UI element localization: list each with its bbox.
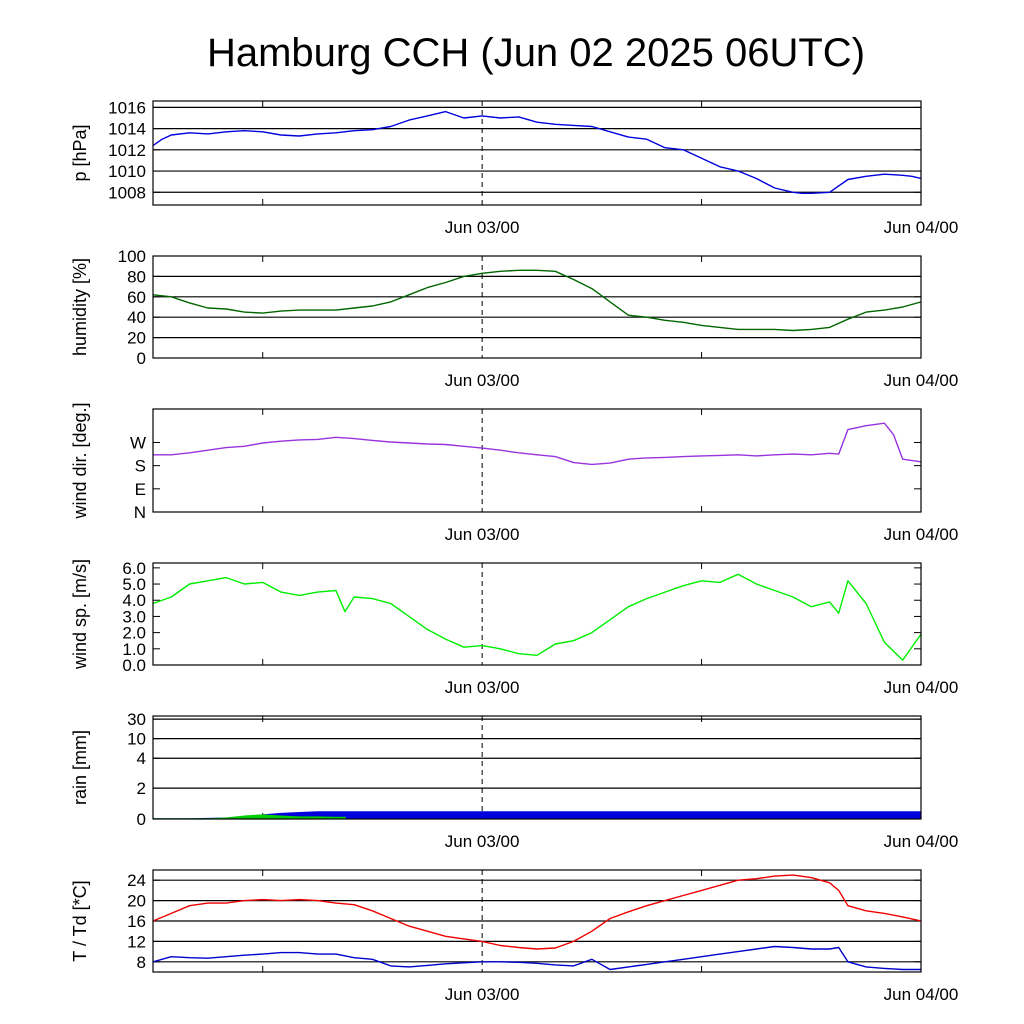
y-tick-label: 4 — [137, 749, 146, 768]
x-tick-label: Jun 03/00 — [445, 985, 520, 1004]
panel-pressure: 1008 1010 1012 1014 1016 Jun 03/00 Jun 04/00 p … — [70, 98, 958, 237]
x-tick-label: Jun 03/00 — [445, 832, 520, 851]
data-line-0 — [153, 573, 921, 661]
x-tick-label: Jun 04/00 — [884, 218, 959, 237]
y-tick-label: 80 — [127, 267, 146, 286]
rain-series-1 — [153, 814, 346, 819]
x-tick-label: Jun 04/00 — [884, 985, 959, 1004]
y-tick-label: 100 — [118, 247, 146, 266]
plot-frame — [152, 869, 922, 973]
x-tick-label: Jun 04/00 — [884, 525, 959, 544]
y-tick-label: 60 — [127, 288, 146, 307]
y-tick-label: 20 — [127, 329, 146, 348]
y-tick-label: 4.0 — [122, 591, 146, 610]
y-tick-label: 12 — [127, 932, 146, 951]
y-tick-label: 3.0 — [122, 607, 146, 626]
x-tick-label: Jun 03/00 — [445, 371, 520, 390]
plot-frame — [152, 255, 922, 359]
x-tick-label: Jun 04/00 — [884, 832, 959, 851]
y-axis-label: T / Td [*C] — [70, 880, 90, 961]
plot-frame — [152, 562, 922, 666]
data-line-1 — [153, 945, 921, 971]
data-line-0 — [153, 269, 921, 332]
plot-frame — [152, 715, 922, 820]
y-tick-label: 2.0 — [122, 624, 146, 643]
plot-frame — [152, 100, 922, 206]
x-tick-label: Jun 04/00 — [884, 371, 959, 390]
y-tick-label: 8 — [137, 953, 146, 972]
x-tick-label: Jun 03/00 — [445, 678, 520, 697]
x-tick-label: Jun 04/00 — [884, 678, 959, 697]
panel-wind-speed: 0.01.02.03.04.05.06.0 Jun 03/00 Jun 04/00 w… — [70, 559, 958, 697]
y-tick-label: 0.0 — [122, 656, 146, 675]
x-tick-label: Jun 03/00 — [445, 525, 520, 544]
data-line-0 — [153, 110, 921, 195]
x-tick-label: Jun 03/00 — [445, 218, 520, 237]
y-tick-label: 30 — [127, 710, 146, 729]
y-tick-label: W — [130, 433, 146, 452]
data-line-0 — [153, 422, 921, 466]
y-tick-label: 20 — [127, 892, 146, 911]
y-axis-label: p [hPa] — [70, 124, 90, 181]
y-tick-label: 5.0 — [122, 575, 146, 594]
y-axis-label: wind dir. [deg.] — [70, 402, 90, 519]
y-tick-label: 1008 — [108, 183, 146, 202]
y-axis-label: rain [mm] — [70, 730, 90, 805]
y-tick-label: 40 — [127, 308, 146, 327]
chart-title: Hamburg CCH (Jun 02 2025 06UTC) — [207, 31, 865, 75]
y-tick-label: 0 — [137, 810, 146, 829]
y-axis-label: humidity [%] — [70, 258, 90, 356]
data-line-0 — [153, 874, 921, 950]
y-tick-label: 24 — [127, 871, 146, 890]
y-tick-label: 6.0 — [122, 559, 146, 578]
plot-frame — [152, 408, 922, 513]
y-tick-label: 1016 — [108, 98, 146, 117]
y-axis-label: wind sp. [m/s] — [70, 559, 90, 670]
y-tick-label: 2 — [137, 779, 146, 798]
y-tick-label: N — [134, 503, 146, 522]
y-tick-label: S — [135, 457, 146, 476]
y-tick-label: 1014 — [108, 120, 146, 139]
y-tick-label: 1.0 — [122, 640, 146, 659]
y-tick-label: 1010 — [108, 162, 146, 181]
y-tick-label: 0 — [137, 349, 146, 368]
y-tick-label: E — [135, 480, 146, 499]
y-tick-label: 16 — [127, 912, 146, 931]
y-tick-label: 1012 — [108, 141, 146, 160]
y-tick-label: 10 — [127, 730, 146, 749]
